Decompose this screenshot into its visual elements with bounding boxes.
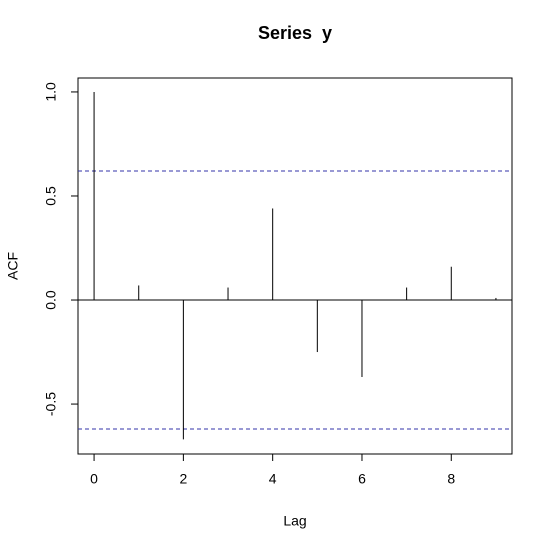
y-tick-label: 1.0: [43, 82, 59, 102]
x-tick-label: 8: [447, 471, 455, 487]
y-axis-label: ACF: [5, 252, 21, 280]
x-tick-label: 0: [90, 471, 98, 487]
x-tick-label: 2: [179, 471, 187, 487]
chart-title: Series y: [258, 23, 332, 43]
x-tick-label: 6: [358, 471, 366, 487]
plot-frame: [77, 77, 513, 455]
y-tick-label: 0.5: [43, 186, 59, 206]
y-tick-label: 0.0: [43, 290, 59, 310]
y-tick-label: -0.5: [43, 392, 59, 416]
x-axis-label: Lag: [283, 513, 306, 529]
x-tick-label: 4: [269, 471, 277, 487]
